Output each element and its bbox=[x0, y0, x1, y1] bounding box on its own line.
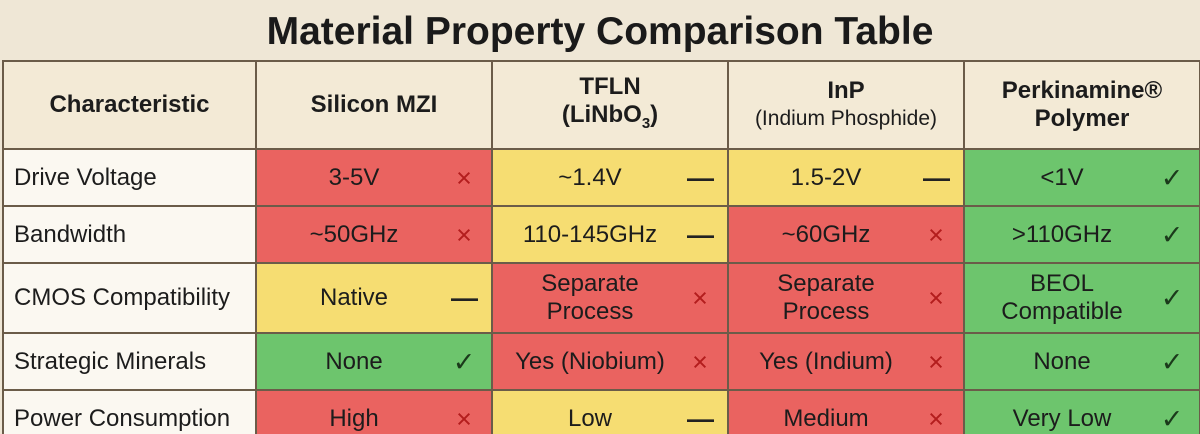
cross-icon: × bbox=[928, 346, 944, 377]
cell-value-line: Compatible bbox=[1001, 298, 1123, 325]
table-cell: Yes (Niobium) × bbox=[491, 332, 729, 391]
cross-icon: × bbox=[456, 162, 472, 193]
table-cell: None ✓ bbox=[963, 332, 1200, 391]
cell-value: 110-145GHz bbox=[522, 220, 658, 248]
cell-value: None bbox=[1033, 347, 1091, 375]
cell-value: Yes (Indium) bbox=[759, 347, 893, 375]
header-silicon-mzi: Silicon MZI bbox=[255, 60, 493, 150]
cell-value: 1.5-2V bbox=[790, 163, 862, 191]
table-cell: 3-5V × bbox=[255, 148, 493, 207]
check-icon: ✓ bbox=[1160, 346, 1184, 377]
dash-icon: — bbox=[687, 162, 714, 193]
cross-icon: × bbox=[928, 219, 944, 250]
table-row: Strategic Minerals None ✓ Yes (Niobium) × Yes… bbox=[2, 332, 1200, 391]
comparison-table: Characteristic Silicon MZI TFLN (LiNbO3)… bbox=[2, 60, 1200, 434]
dash-icon: — bbox=[687, 219, 714, 250]
header-characteristic: Characteristic bbox=[2, 60, 257, 150]
check-icon: ✓ bbox=[452, 346, 476, 377]
table-cell: Yes (Indium) × bbox=[727, 332, 965, 391]
table-cell: Medium × bbox=[727, 389, 965, 434]
dash-icon: — bbox=[687, 403, 714, 434]
cell-value: <1V bbox=[1040, 163, 1084, 191]
table-row: Drive Voltage 3-5V × ~1.4V — 1.5-2V — <1V ✓ bbox=[2, 148, 1200, 207]
table-cell: 110-145GHz — bbox=[491, 205, 729, 264]
cross-icon: × bbox=[456, 403, 472, 434]
row-label: Power Consumption bbox=[2, 389, 257, 434]
dash-icon: — bbox=[451, 283, 478, 313]
dash-icon: — bbox=[923, 162, 950, 193]
table-cell: BEOL Compatible ✓ bbox=[963, 262, 1200, 334]
cell-value: Very Low bbox=[1012, 404, 1112, 432]
table-cell: ~1.4V — bbox=[491, 148, 729, 207]
cell-value: High bbox=[329, 404, 379, 432]
table-cell: 1.5-2V — bbox=[727, 148, 965, 207]
header-inp: InP (Indium Phosphide) bbox=[727, 60, 965, 150]
page-title: Material Property Comparison Table bbox=[266, 10, 934, 53]
table-cell: High × bbox=[255, 389, 493, 434]
cell-value-line: Separate bbox=[777, 270, 875, 297]
cross-icon: × bbox=[692, 346, 708, 377]
cell-value: Yes (Niobium) bbox=[515, 347, 665, 375]
table-cell: Very Low ✓ bbox=[963, 389, 1200, 434]
table-cell: >110GHz ✓ bbox=[963, 205, 1200, 264]
header-tfln: TFLN (LiNbO3) bbox=[491, 60, 729, 150]
cross-icon: × bbox=[456, 219, 472, 250]
table-cell: Native — bbox=[255, 262, 493, 334]
table-row: Bandwidth ~50GHz × 110-145GHz — ~60GHz × >110GH… bbox=[2, 205, 1200, 264]
cell-value: Separate Process bbox=[493, 270, 687, 326]
table-cell: Low — bbox=[491, 389, 729, 434]
cell-value: Low bbox=[567, 404, 613, 432]
cell-value-line: Process bbox=[546, 298, 634, 325]
table-cell: <1V ✓ bbox=[963, 148, 1200, 207]
cell-value: ~50GHz bbox=[309, 220, 399, 248]
cross-icon: × bbox=[692, 283, 708, 313]
check-icon: ✓ bbox=[1160, 403, 1184, 434]
cell-value-line: BEOL bbox=[1029, 270, 1095, 297]
cell-value: Separate Process bbox=[729, 270, 923, 326]
header-perkinamine: Perkinamine® Polymer bbox=[963, 60, 1200, 150]
table-row: Power Consumption High × Low — Medium × Very Lo… bbox=[2, 389, 1200, 434]
check-icon: ✓ bbox=[1160, 162, 1184, 193]
table-cell: Separate Process × bbox=[491, 262, 729, 334]
row-label: Bandwidth bbox=[2, 205, 257, 264]
row-label: Strategic Minerals bbox=[2, 332, 257, 391]
check-icon: ✓ bbox=[1160, 219, 1184, 250]
cell-value-line: Separate bbox=[541, 270, 639, 297]
cell-value: None bbox=[325, 347, 383, 375]
table-cell: None ✓ bbox=[255, 332, 493, 391]
table-row: CMOS Compatibility Native — Separate Process… bbox=[2, 262, 1200, 334]
cell-value: >110GHz bbox=[1011, 220, 1113, 248]
table-cell: Separate Process × bbox=[727, 262, 965, 334]
cell-value-line: Process bbox=[782, 298, 870, 325]
table-cell: ~50GHz × bbox=[255, 205, 493, 264]
cell-value: ~1.4V bbox=[558, 163, 622, 191]
cross-icon: × bbox=[928, 283, 944, 313]
row-label: Drive Voltage bbox=[2, 148, 257, 207]
check-icon: ✓ bbox=[1160, 283, 1184, 313]
header-row: Characteristic Silicon MZI TFLN (LiNbO3)… bbox=[2, 60, 1200, 150]
cell-value: Medium bbox=[783, 404, 869, 432]
cell-value: 3-5V bbox=[328, 163, 380, 191]
cell-value: BEOL Compatible bbox=[965, 270, 1159, 326]
row-label: CMOS Compatibility bbox=[2, 262, 257, 334]
cell-value: ~60GHz bbox=[781, 220, 871, 248]
table-cell: ~60GHz × bbox=[727, 205, 965, 264]
cell-value: Native bbox=[319, 284, 389, 311]
cross-icon: × bbox=[928, 403, 944, 434]
